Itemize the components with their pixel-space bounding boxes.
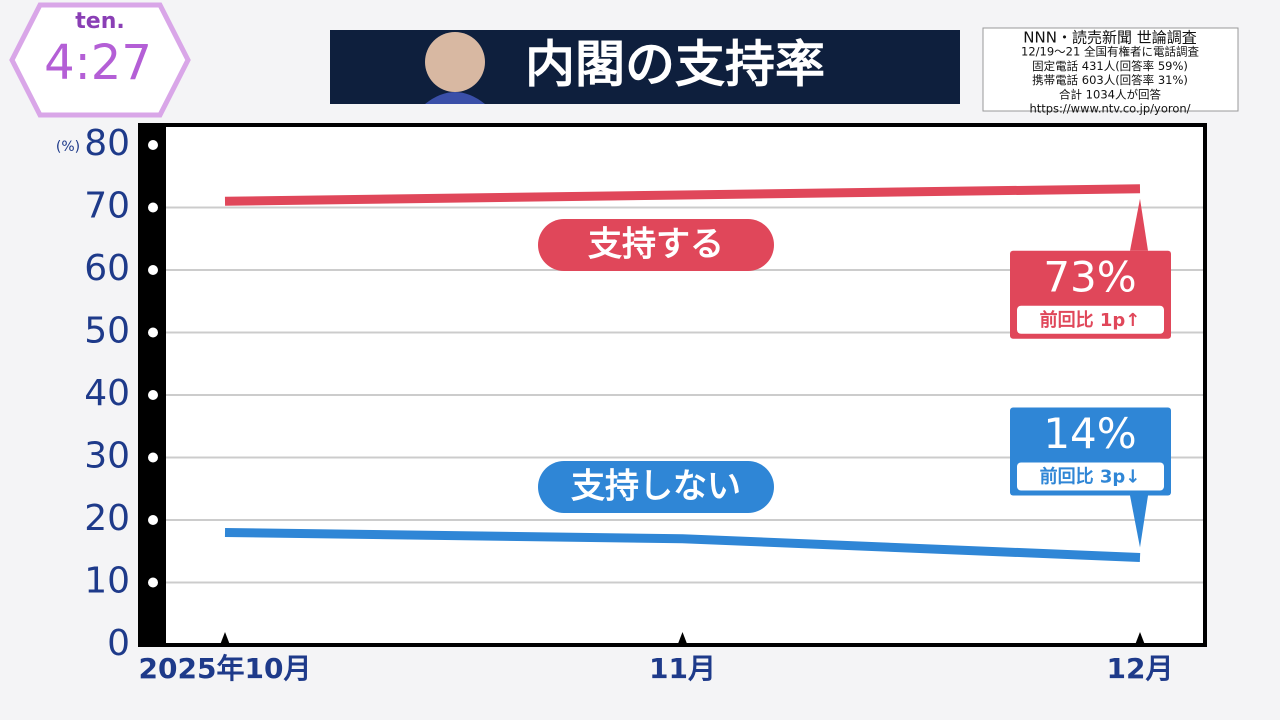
x-tick — [1135, 632, 1145, 645]
callout-pointer — [1130, 198, 1148, 251]
source-line: 固定電話 431人(回答率 59%) — [1032, 59, 1188, 73]
source-line: NNN・読売新聞 世論調査 — [1023, 29, 1196, 47]
x-tick — [220, 632, 230, 645]
y-tick-label: 40 — [84, 373, 130, 414]
y-tick-dot — [148, 515, 158, 525]
x-tick-label: 2025年10月 — [139, 652, 312, 685]
legend-label: 支持しない — [571, 467, 741, 507]
y-tick-label: 10 — [84, 561, 130, 602]
y-tick-dot — [148, 265, 158, 275]
y-tick-dot — [148, 140, 158, 150]
portrait-clothes — [425, 92, 485, 104]
y-tick-label: 0 — [107, 623, 130, 664]
value-label: 73% — [1043, 252, 1136, 301]
y-tick-dot — [148, 577, 158, 588]
y-tick-label: 50 — [84, 311, 130, 352]
legend-pill — [538, 219, 774, 271]
clock-time: 4:27 — [44, 35, 152, 91]
logo: ten. — [75, 9, 124, 34]
y-unit: (%) — [56, 139, 80, 155]
y-tick-dot — [148, 202, 158, 213]
change-label: 前回比 1p↑ — [1040, 309, 1141, 331]
change-bg — [1017, 305, 1164, 334]
source-line: 合計 1034人が回答 — [1059, 87, 1161, 101]
y-tick-label: 70 — [84, 186, 130, 227]
x-tick-label: 11月 — [649, 652, 716, 685]
y-tick-dot — [148, 452, 158, 463]
clock-frame — [9, 2, 191, 118]
legend-label: 支持する — [588, 225, 724, 265]
y-tick-label: 30 — [84, 436, 130, 477]
y-tick-label: 60 — [84, 248, 130, 289]
legend-pill — [538, 461, 774, 513]
x-tick-label: 12月 — [1107, 652, 1174, 685]
series-line — [224, 184, 1141, 206]
callout-pointer — [1130, 495, 1148, 548]
chart-title: 内閣の支持率 — [525, 36, 825, 94]
x-tick — [677, 632, 688, 645]
y-tick-label: 80 — [84, 123, 130, 164]
y-tick-label: 20 — [84, 498, 130, 539]
plot-area — [138, 123, 1207, 647]
y-tick-dot — [148, 327, 158, 338]
y-tick-dot — [148, 390, 158, 400]
value-label: 14% — [1043, 409, 1136, 458]
change-label: 前回比 3p↓ — [1040, 466, 1141, 488]
source-box — [982, 27, 1239, 112]
source-line: 12/19～21 全国有権者に電話調査 — [1021, 45, 1199, 59]
source-line: https://www.ntv.co.jp/yoron/ — [1029, 102, 1190, 116]
change-bg — [1017, 462, 1164, 491]
series-line — [224, 528, 1141, 562]
source-line: 携帯電話 603人(回答率 31%) — [1032, 73, 1188, 87]
portrait — [425, 32, 485, 92]
